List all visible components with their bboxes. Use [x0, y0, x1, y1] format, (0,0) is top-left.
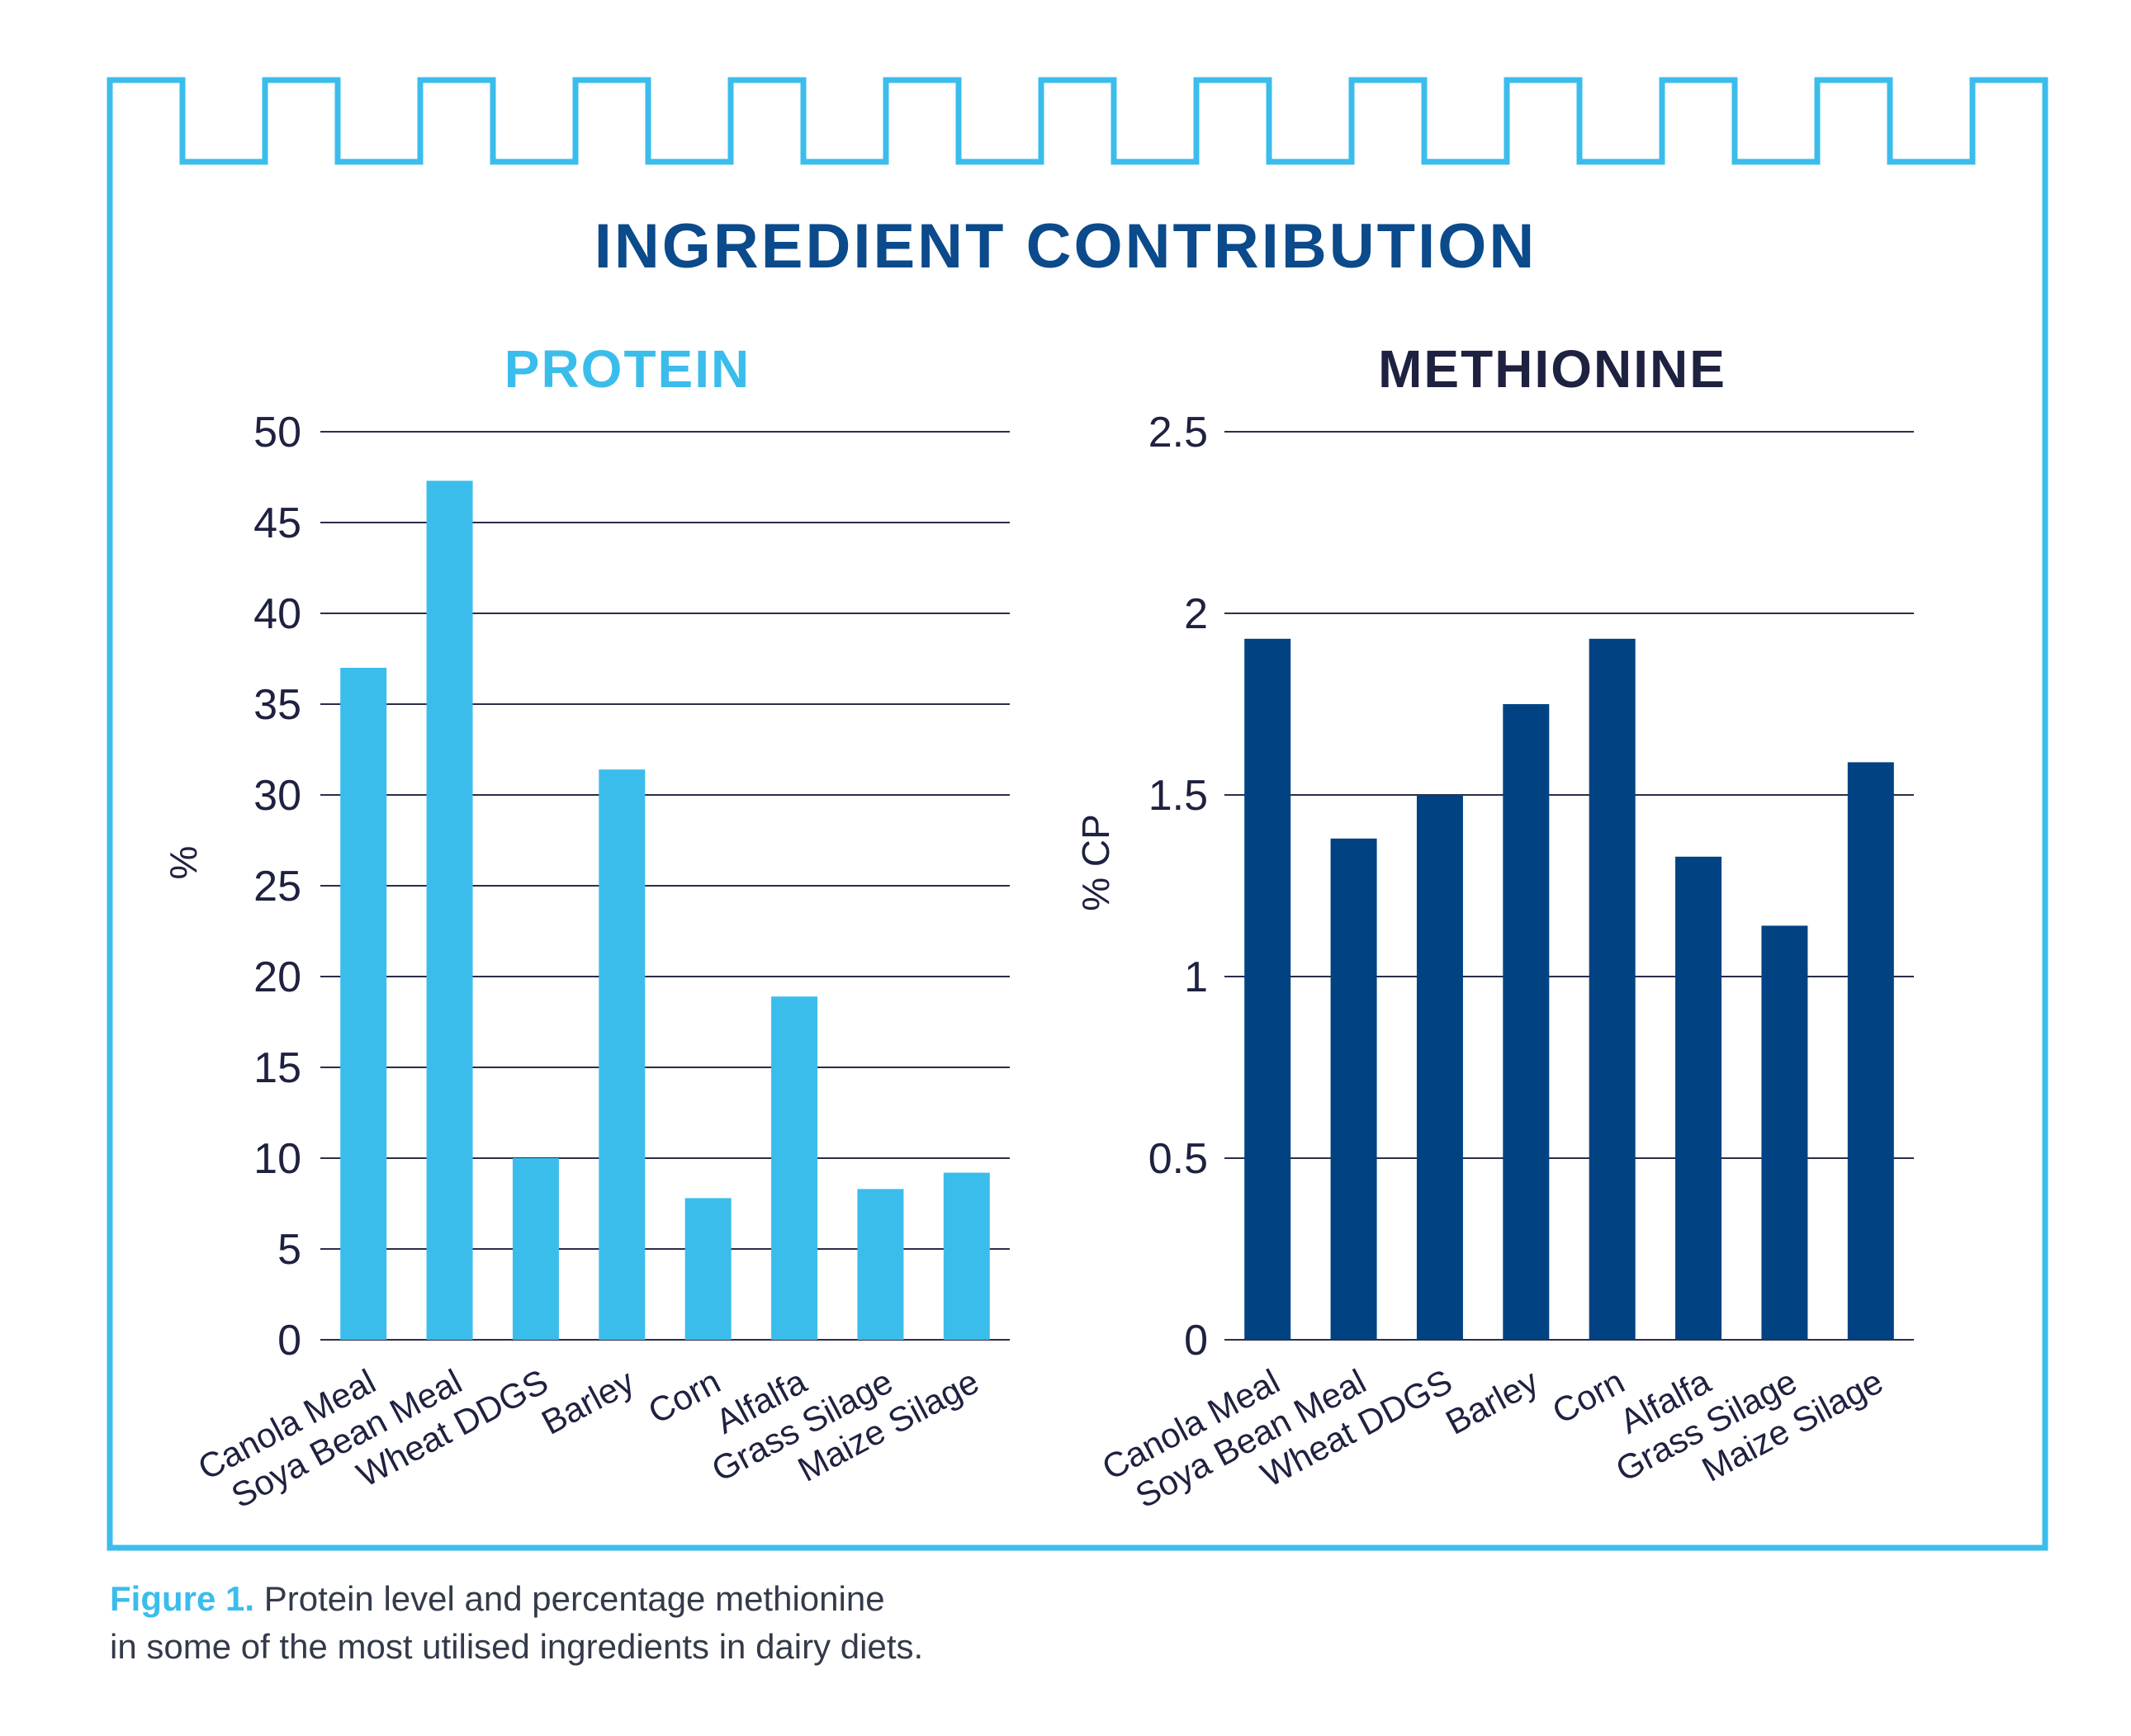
y-tick-label: 25 [253, 863, 301, 911]
caption-label: Figure 1. [110, 1579, 255, 1618]
caption-line1: Protein level and percentage methionine [254, 1579, 885, 1618]
bar [1675, 856, 1722, 1340]
bar [512, 1158, 559, 1340]
bar [340, 668, 387, 1340]
bar [1761, 925, 1808, 1340]
y-axis-label: % [162, 846, 205, 880]
frame-border [107, 77, 2048, 1551]
y-tick-label: 0 [1184, 1317, 1208, 1365]
main-title: INGREDIENT CONTRIBUTION [594, 211, 1537, 281]
y-axis-label: % CP [1074, 814, 1117, 911]
bar [1847, 762, 1894, 1340]
bar [771, 996, 818, 1340]
y-tick-label: 0.5 [1148, 1135, 1208, 1183]
y-tick-label: 40 [253, 590, 301, 638]
y-tick-label: 45 [253, 499, 301, 547]
y-tick-label: 1.5 [1148, 772, 1208, 820]
x-tick-label: Barley [1439, 1361, 1544, 1441]
y-tick-label: 2 [1184, 590, 1208, 638]
bar [684, 1198, 732, 1340]
caption-line2: in some of the most utilised ingredients… [110, 1627, 924, 1666]
y-tick-label: 10 [253, 1135, 301, 1183]
bar [426, 480, 473, 1340]
bar [1589, 638, 1636, 1340]
x-tick-label: Corn [1546, 1361, 1630, 1431]
y-tick-label: 0 [277, 1317, 301, 1365]
y-tick-label: 35 [253, 681, 301, 729]
bar [857, 1189, 904, 1340]
y-tick-label: 15 [253, 1044, 301, 1092]
y-tick-label: 30 [253, 772, 301, 820]
bar [1244, 638, 1291, 1340]
methionine-chart-title: METHIONINE [1378, 339, 1726, 399]
bar [943, 1172, 990, 1340]
bar [1503, 704, 1550, 1340]
protein-chart-title: PROTEIN [504, 339, 751, 399]
bar [1330, 838, 1377, 1340]
bar [1416, 795, 1463, 1340]
y-tick-label: 50 [253, 409, 301, 456]
y-tick-label: 1 [1184, 953, 1208, 1001]
bar [599, 769, 646, 1340]
y-tick-label: 2.5 [1148, 409, 1208, 456]
figure-caption: Figure 1. Protein level and percentage m… [110, 1575, 923, 1671]
y-tick-label: 20 [253, 953, 301, 1001]
y-tick-label: 5 [277, 1226, 301, 1274]
